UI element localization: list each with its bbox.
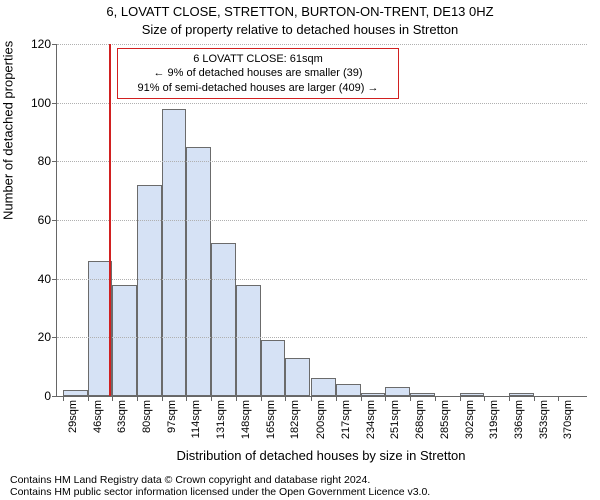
x-axis-label: Distribution of detached houses by size … xyxy=(56,448,586,463)
xtick-label: 148sqm xyxy=(240,400,252,439)
ytick-label: 40 xyxy=(38,272,51,286)
xtick-label: 29sqm xyxy=(67,400,79,433)
histogram-bar xyxy=(311,378,336,396)
xtick-mark xyxy=(162,396,163,401)
xtick-mark xyxy=(558,396,559,401)
histogram-bar xyxy=(112,285,137,396)
histogram-bar xyxy=(63,390,88,396)
xtick-label: 165sqm xyxy=(265,400,277,439)
grid-line xyxy=(57,161,587,162)
xtick-label: 114sqm xyxy=(190,400,202,438)
ytick-mark xyxy=(52,220,57,221)
xtick-mark xyxy=(88,396,89,401)
annotation-line2: ← 9% of detached houses are smaller (39) xyxy=(124,66,392,80)
histogram-bar xyxy=(285,358,310,396)
xtick-label: 200sqm xyxy=(315,400,327,439)
histogram-bar xyxy=(509,393,534,396)
ytick-label: 120 xyxy=(31,37,51,51)
histogram-bar xyxy=(336,384,361,396)
ytick-label: 60 xyxy=(38,213,51,227)
xtick-label: 182sqm xyxy=(289,400,301,439)
xtick-mark xyxy=(336,396,337,401)
xtick-label: 80sqm xyxy=(141,400,153,433)
ytick-label: 80 xyxy=(38,154,51,168)
xtick-label: 353sqm xyxy=(538,400,550,439)
annotation-line1: 6 LOVATT CLOSE: 61sqm xyxy=(124,52,392,66)
xtick-label: 268sqm xyxy=(414,400,426,439)
y-axis-label: Number of detached properties xyxy=(1,41,16,220)
annotation-line3: 91% of semi-detached houses are larger (… xyxy=(124,81,392,95)
xtick-mark xyxy=(509,396,510,401)
xtick-mark xyxy=(361,396,362,401)
xtick-mark xyxy=(285,396,286,401)
xtick-label: 302sqm xyxy=(464,400,476,439)
xtick-label: 46sqm xyxy=(92,400,104,433)
xtick-mark xyxy=(261,396,262,401)
chart-container: 6, LOVATT CLOSE, STRETTON, BURTON-ON-TRE… xyxy=(0,0,600,500)
histogram-bar xyxy=(186,147,211,396)
footer-line2: Contains HM public sector information li… xyxy=(10,486,590,498)
xtick-label: 97sqm xyxy=(166,400,178,433)
ytick-mark xyxy=(52,44,57,45)
histogram-bar xyxy=(361,393,386,396)
xtick-mark xyxy=(385,396,386,401)
ytick-mark xyxy=(52,161,57,162)
xtick-mark xyxy=(137,396,138,401)
histogram-bar xyxy=(137,185,162,396)
xtick-label: 217sqm xyxy=(340,400,352,439)
chart-title-address: 6, LOVATT CLOSE, STRETTON, BURTON-ON-TRE… xyxy=(0,4,600,19)
xtick-mark xyxy=(534,396,535,401)
ytick-mark xyxy=(52,337,57,338)
xtick-label: 251sqm xyxy=(389,400,401,439)
histogram-bar xyxy=(236,285,261,396)
ytick-mark xyxy=(52,396,57,397)
grid-line xyxy=(57,44,587,45)
xtick-label: 370sqm xyxy=(562,400,574,439)
ytick-label: 20 xyxy=(38,330,51,344)
xtick-mark xyxy=(186,396,187,401)
xtick-mark xyxy=(211,396,212,401)
xtick-label: 63sqm xyxy=(116,400,128,433)
histogram-bar xyxy=(162,109,187,396)
xtick-mark xyxy=(460,396,461,401)
xtick-label: 234sqm xyxy=(365,400,377,439)
xtick-mark xyxy=(410,396,411,401)
plot-area: 6 LOVATT CLOSE: 61sqm ← 9% of detached h… xyxy=(56,44,587,397)
histogram-bar xyxy=(211,243,236,396)
histogram-bar xyxy=(261,340,286,396)
grid-line xyxy=(57,220,587,221)
ytick-label: 100 xyxy=(31,96,51,110)
histogram-bar xyxy=(385,387,410,396)
xtick-label: 285sqm xyxy=(439,400,451,439)
subject-marker-line xyxy=(109,44,111,396)
grid-line xyxy=(57,103,587,104)
histogram-bar xyxy=(410,393,435,396)
chart-subtitle: Size of property relative to detached ho… xyxy=(0,22,600,37)
footer-line1: Contains HM Land Registry data © Crown c… xyxy=(10,474,590,486)
grid-line xyxy=(57,337,587,338)
xtick-label: 336sqm xyxy=(513,400,525,439)
xtick-mark xyxy=(236,396,237,401)
xtick-mark xyxy=(484,396,485,401)
xtick-mark xyxy=(435,396,436,401)
ytick-mark xyxy=(52,103,57,104)
grid-line xyxy=(57,279,587,280)
histogram-bar xyxy=(460,393,485,396)
ytick-label: 0 xyxy=(44,389,51,403)
xtick-mark xyxy=(112,396,113,401)
xtick-label: 131sqm xyxy=(215,400,227,439)
xtick-label: 319sqm xyxy=(488,400,500,439)
ytick-mark xyxy=(52,279,57,280)
xtick-mark xyxy=(311,396,312,401)
footer-credits: Contains HM Land Registry data © Crown c… xyxy=(10,474,590,498)
xtick-mark xyxy=(63,396,64,401)
annotation-callout: 6 LOVATT CLOSE: 61sqm ← 9% of detached h… xyxy=(117,48,399,99)
